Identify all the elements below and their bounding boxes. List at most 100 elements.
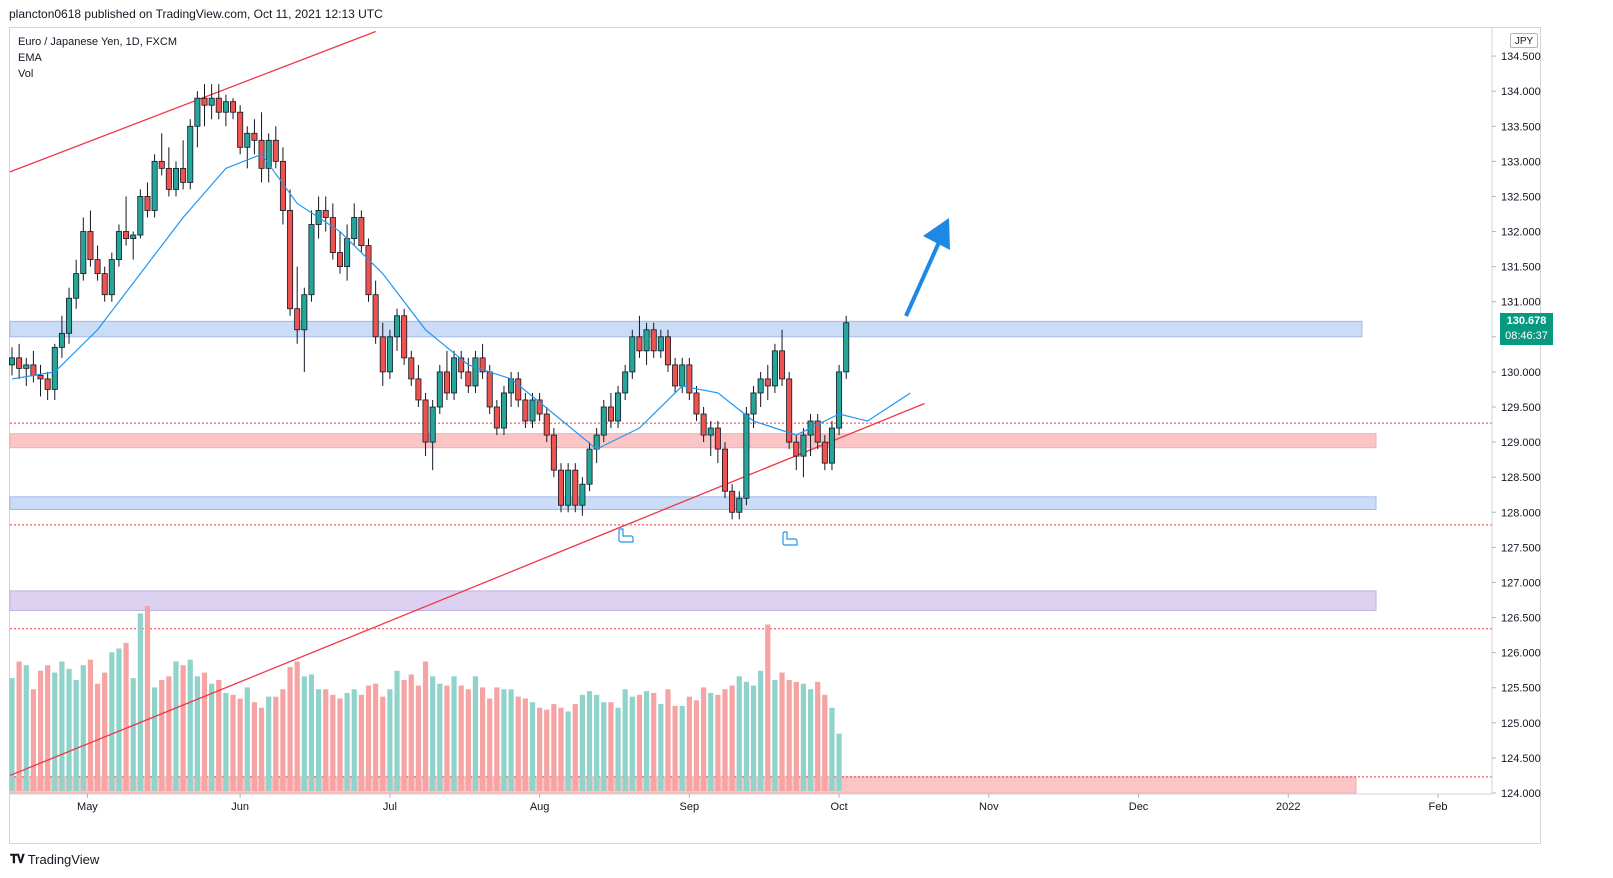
time-tick-label: Aug (530, 801, 550, 813)
volume-bar (337, 698, 343, 791)
price-tick-label: 127.500 (1501, 542, 1541, 554)
last-price-tag: 130.678 08:46:37 (1500, 313, 1553, 345)
candles-layer (8, 84, 850, 520)
tradingview-logo-icon[interactable]: 𝐓𝐕 (10, 852, 25, 866)
candle-body (700, 413, 707, 436)
volume-bar (87, 659, 94, 791)
candle-body (365, 245, 372, 296)
volume-bar (529, 702, 536, 791)
price-tick-label: 134.000 (1501, 86, 1541, 98)
candle-body (679, 364, 686, 387)
candle-body (607, 406, 614, 422)
candle-body (201, 97, 208, 106)
volume-bar (237, 698, 243, 791)
volume-bar (9, 678, 15, 791)
candle-body (187, 125, 194, 183)
volume-bar (458, 685, 464, 791)
candle-body (165, 167, 172, 190)
price-tick-label: 124.000 (1501, 788, 1541, 800)
candle-body (693, 392, 700, 415)
candle-body (750, 392, 757, 415)
candle-body (294, 308, 301, 331)
volume-bar (465, 689, 471, 791)
volume-bar (643, 691, 650, 791)
legend-vol[interactable]: Vol (18, 68, 34, 80)
volume-bar (45, 665, 51, 791)
candle-body (722, 448, 729, 492)
candle-body (586, 448, 593, 485)
candle-body (836, 371, 843, 429)
candle-body (757, 378, 764, 394)
volume-bar (216, 680, 222, 791)
currency-button[interactable]: JPY (1510, 33, 1538, 48)
price-tick-label: 128.500 (1501, 472, 1541, 484)
candle-body (636, 336, 643, 352)
candle-body (714, 427, 721, 450)
volume-bar (422, 661, 429, 791)
volume-bar (380, 696, 386, 791)
footer-brand[interactable]: TradingView (27, 852, 100, 867)
candle-body (287, 210, 294, 310)
time-tick-label: Jul (383, 801, 397, 813)
candle-body (180, 167, 187, 183)
volume-bar (515, 696, 521, 791)
candle-body (843, 322, 850, 373)
volume-bar (765, 624, 771, 791)
volume-bar (665, 689, 671, 791)
zone-purple-3 (9, 590, 1377, 612)
volume-bar (358, 694, 364, 791)
candle-body (650, 329, 657, 352)
volume-bar (159, 680, 165, 791)
zone-blue-0 (9, 320, 1363, 338)
price-tick-label: 127.000 (1501, 577, 1541, 589)
volume-bar (750, 685, 757, 791)
bullish-arrow-shaft (904, 239, 942, 317)
candle-body (543, 413, 550, 436)
volume-bar (836, 733, 842, 791)
candle-body (572, 469, 579, 506)
candle-body (336, 252, 343, 268)
candle-body (429, 406, 436, 443)
candle-body (622, 371, 629, 394)
candle-body (472, 357, 479, 387)
volume-bar (537, 707, 543, 791)
candle-body (736, 497, 743, 513)
volume-bar (315, 689, 322, 791)
candle-body (493, 406, 500, 429)
volume-bar (579, 694, 585, 791)
candle-body (515, 378, 522, 401)
candle-body (301, 294, 308, 331)
candle-body (58, 332, 65, 348)
candle-body (244, 132, 251, 148)
candle-body (344, 238, 351, 268)
candle-body (137, 196, 144, 236)
time-tick-label: Sep (680, 801, 700, 813)
volume-bar (244, 687, 250, 791)
volume-bar (59, 661, 65, 791)
price-tick-label: 132.500 (1501, 191, 1541, 203)
volume-bar (373, 683, 379, 791)
candle-body (828, 427, 835, 464)
price-tick-label: 126.500 (1501, 613, 1541, 625)
legend-symbol[interactable]: Euro / Japanese Yen, 1D, FXCM (18, 36, 177, 48)
volume-bar (394, 670, 400, 791)
candle-body (66, 297, 73, 334)
bar-countdown: 08:46:37 (1505, 330, 1548, 342)
volume-bar (330, 694, 336, 791)
volume-bar (615, 707, 621, 791)
candle-body (558, 469, 565, 506)
candle-body (458, 357, 465, 373)
candle-body (194, 97, 201, 127)
volume-bar (451, 676, 457, 791)
volume-bar (230, 694, 236, 791)
candle-body (308, 224, 315, 296)
candle-body (436, 371, 443, 408)
candle-body (130, 234, 137, 239)
trendline-0 (9, 30, 376, 173)
volume-bar (187, 659, 193, 791)
candle-body (786, 378, 793, 443)
legend-ema[interactable]: EMA (18, 52, 42, 64)
volume-bar (102, 672, 108, 791)
volume-bar (173, 661, 179, 791)
